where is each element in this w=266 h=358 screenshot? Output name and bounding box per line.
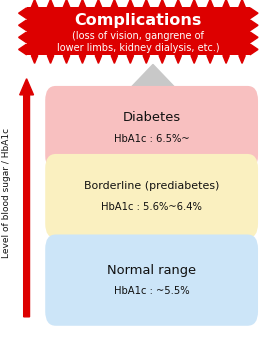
Text: Level of blood sugar / HbA1c: Level of blood sugar / HbA1c (2, 128, 11, 258)
Polygon shape (63, 0, 70, 7)
Text: Borderline (prediabetes): Borderline (prediabetes) (84, 181, 219, 191)
Polygon shape (143, 0, 149, 7)
Polygon shape (159, 0, 165, 7)
Polygon shape (143, 55, 149, 63)
Polygon shape (250, 20, 258, 31)
Polygon shape (47, 0, 54, 7)
Polygon shape (250, 8, 258, 19)
Polygon shape (31, 0, 38, 7)
Polygon shape (79, 0, 86, 7)
Polygon shape (159, 55, 165, 63)
Polygon shape (79, 55, 86, 63)
Polygon shape (175, 0, 181, 7)
Polygon shape (223, 55, 229, 63)
Polygon shape (19, 8, 27, 19)
Text: Complications: Complications (75, 13, 202, 28)
Polygon shape (19, 20, 27, 31)
Polygon shape (63, 55, 70, 63)
FancyArrow shape (20, 79, 34, 317)
FancyBboxPatch shape (45, 86, 258, 170)
Polygon shape (111, 55, 118, 63)
Polygon shape (207, 0, 213, 7)
Text: (loss of vision, gangrene of
lower limbs, kidney dialysis, etc.): (loss of vision, gangrene of lower limbs… (57, 31, 220, 53)
FancyBboxPatch shape (27, 7, 250, 55)
Polygon shape (223, 0, 229, 7)
Polygon shape (95, 0, 102, 7)
FancyArrow shape (129, 64, 177, 311)
Polygon shape (19, 32, 27, 43)
Polygon shape (250, 32, 258, 43)
Polygon shape (95, 55, 102, 63)
Text: Diabetes: Diabetes (123, 111, 181, 125)
Polygon shape (127, 0, 134, 7)
Polygon shape (19, 44, 27, 55)
Polygon shape (239, 55, 245, 63)
Text: HbA1c : ~5.5%: HbA1c : ~5.5% (114, 286, 189, 296)
Polygon shape (191, 55, 197, 63)
FancyBboxPatch shape (45, 154, 258, 238)
Polygon shape (250, 44, 258, 55)
FancyBboxPatch shape (45, 234, 258, 326)
Polygon shape (31, 55, 38, 63)
Polygon shape (111, 0, 118, 7)
Text: HbA1c : 6.5%~: HbA1c : 6.5%~ (114, 134, 189, 144)
Polygon shape (191, 0, 197, 7)
Polygon shape (175, 55, 181, 63)
Text: HbA1c : 5.6%~6.4%: HbA1c : 5.6%~6.4% (101, 202, 202, 212)
Polygon shape (207, 55, 213, 63)
Text: Normal range: Normal range (107, 263, 196, 277)
Polygon shape (127, 55, 134, 63)
Polygon shape (239, 0, 245, 7)
Polygon shape (47, 55, 54, 63)
